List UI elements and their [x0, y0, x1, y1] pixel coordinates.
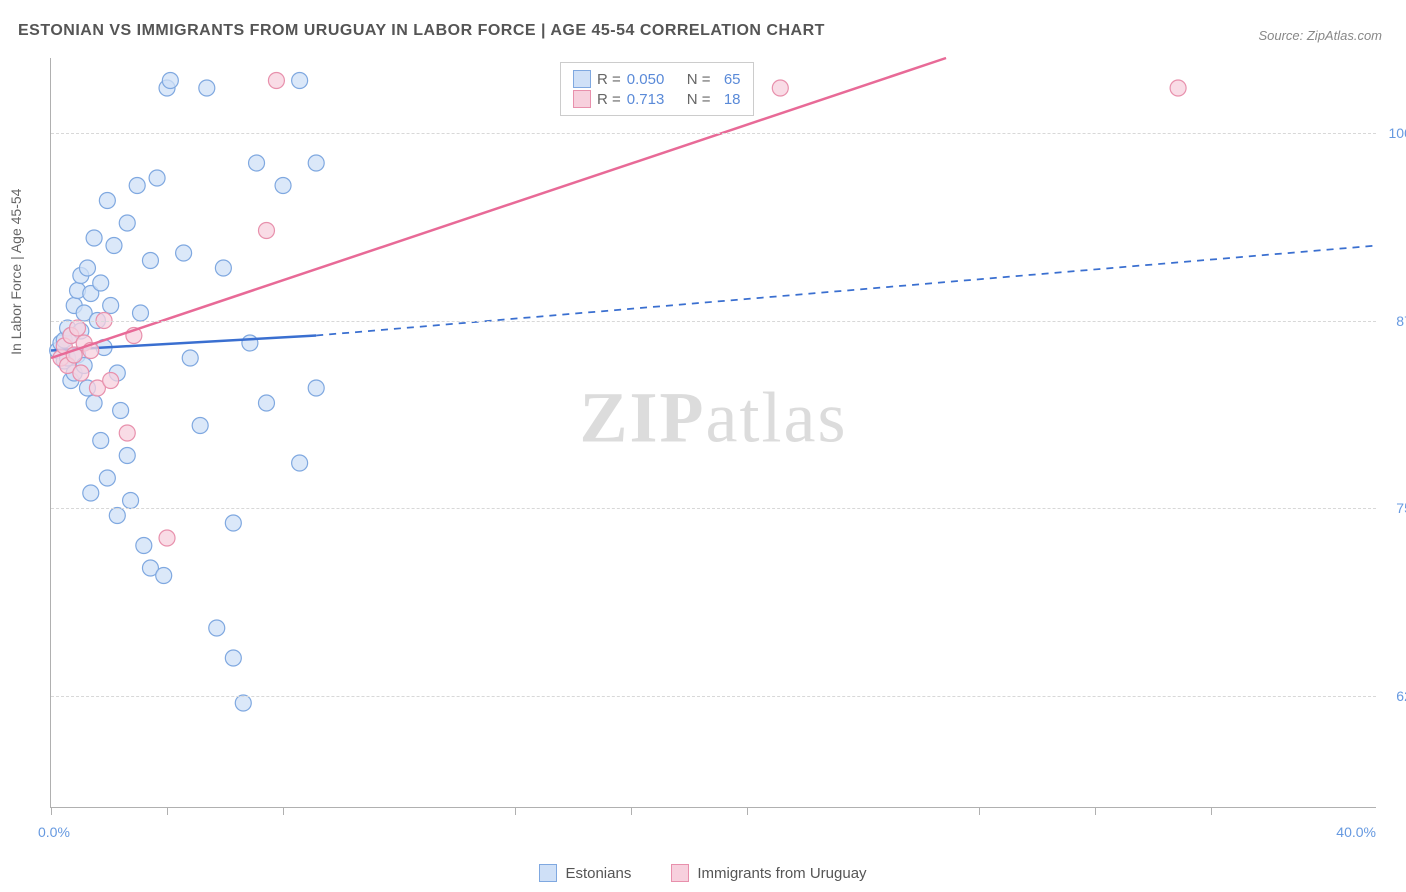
data-point	[83, 485, 99, 501]
y-axis-label: In Labor Force | Age 45-54	[8, 189, 24, 355]
r-label-1: R =	[597, 91, 621, 108]
data-point	[103, 298, 119, 314]
data-point	[176, 245, 192, 261]
data-point	[215, 260, 231, 276]
xtick	[1211, 807, 1212, 815]
data-point	[103, 373, 119, 389]
data-point	[182, 350, 198, 366]
xtick	[283, 807, 284, 815]
trend-line	[51, 58, 946, 358]
swatch-estonians	[573, 70, 591, 88]
r-value-1: 0.713	[627, 91, 675, 108]
ytick-label: 87.5%	[1382, 313, 1406, 329]
data-point	[209, 620, 225, 636]
data-point	[275, 178, 291, 194]
data-point	[129, 178, 145, 194]
gridline-h	[51, 133, 1376, 134]
stat-row-uruguay: R = 0.713 N = 18	[573, 89, 741, 109]
ytick-label: 62.5%	[1382, 688, 1406, 704]
data-point	[93, 433, 109, 449]
data-point	[73, 365, 89, 381]
data-point	[268, 73, 284, 89]
n-label-0: N =	[687, 71, 711, 88]
r-value-0: 0.050	[627, 71, 675, 88]
source-attribution: Source: ZipAtlas.com	[1258, 28, 1382, 43]
gridline-h	[51, 508, 1376, 509]
data-point	[242, 335, 258, 351]
data-point	[142, 253, 158, 269]
data-point	[156, 568, 172, 584]
plot-area: ZIPatlas 62.5%75.0%87.5%100.0%	[50, 58, 1376, 808]
data-point	[123, 493, 139, 509]
data-point	[159, 530, 175, 546]
data-point	[199, 80, 215, 96]
data-point	[109, 508, 125, 524]
data-point	[119, 425, 135, 441]
data-point	[225, 650, 241, 666]
xtick	[747, 807, 748, 815]
x-axis-min-label: 0.0%	[38, 824, 70, 840]
xtick	[631, 807, 632, 815]
data-point	[235, 695, 251, 711]
data-point	[106, 238, 122, 254]
data-point	[292, 73, 308, 89]
data-point	[772, 80, 788, 96]
data-point	[119, 215, 135, 231]
gridline-h	[51, 321, 1376, 322]
data-point	[225, 515, 241, 531]
data-point	[292, 455, 308, 471]
data-point	[136, 538, 152, 554]
data-point	[133, 305, 149, 321]
stat-row-estonians: R = 0.050 N = 65	[573, 69, 741, 89]
n-label-1: N =	[687, 91, 711, 108]
n-value-0: 65	[717, 71, 741, 88]
legend-swatch-uruguay	[671, 864, 689, 882]
legend-item-estonians: Estonians	[539, 864, 631, 882]
legend-swatch-estonians	[539, 864, 557, 882]
data-point	[99, 193, 115, 209]
data-point	[86, 395, 102, 411]
data-point	[70, 320, 86, 336]
swatch-uruguay	[573, 90, 591, 108]
xtick	[167, 807, 168, 815]
data-point	[162, 73, 178, 89]
data-point	[79, 260, 95, 276]
data-point	[113, 403, 129, 419]
xtick	[1095, 807, 1096, 815]
data-point	[149, 170, 165, 186]
data-point	[1170, 80, 1186, 96]
xtick	[979, 807, 980, 815]
data-point	[308, 155, 324, 171]
gridline-h	[51, 696, 1376, 697]
ytick-label: 75.0%	[1382, 500, 1406, 516]
n-value-1: 18	[717, 91, 741, 108]
legend-label-estonians: Estonians	[565, 865, 631, 882]
data-point	[99, 470, 115, 486]
data-point	[119, 448, 135, 464]
xtick	[51, 807, 52, 815]
r-label-0: R =	[597, 71, 621, 88]
data-point	[192, 418, 208, 434]
data-point	[258, 223, 274, 239]
xtick	[515, 807, 516, 815]
trend-line-dashed	[316, 246, 1377, 336]
data-point	[249, 155, 265, 171]
data-point	[258, 395, 274, 411]
legend-item-uruguay: Immigrants from Uruguay	[671, 864, 866, 882]
ytick-label: 100.0%	[1382, 125, 1406, 141]
chart-title: ESTONIAN VS IMMIGRANTS FROM URUGUAY IN L…	[18, 22, 825, 40]
legend-label-uruguay: Immigrants from Uruguay	[697, 865, 866, 882]
data-point	[308, 380, 324, 396]
data-point	[86, 230, 102, 246]
bottom-legend: Estonians Immigrants from Uruguay	[0, 864, 1406, 882]
stat-legend: R = 0.050 N = 65 R = 0.713 N = 18	[560, 62, 754, 116]
x-axis-max-label: 40.0%	[1336, 824, 1376, 840]
data-point	[93, 275, 109, 291]
